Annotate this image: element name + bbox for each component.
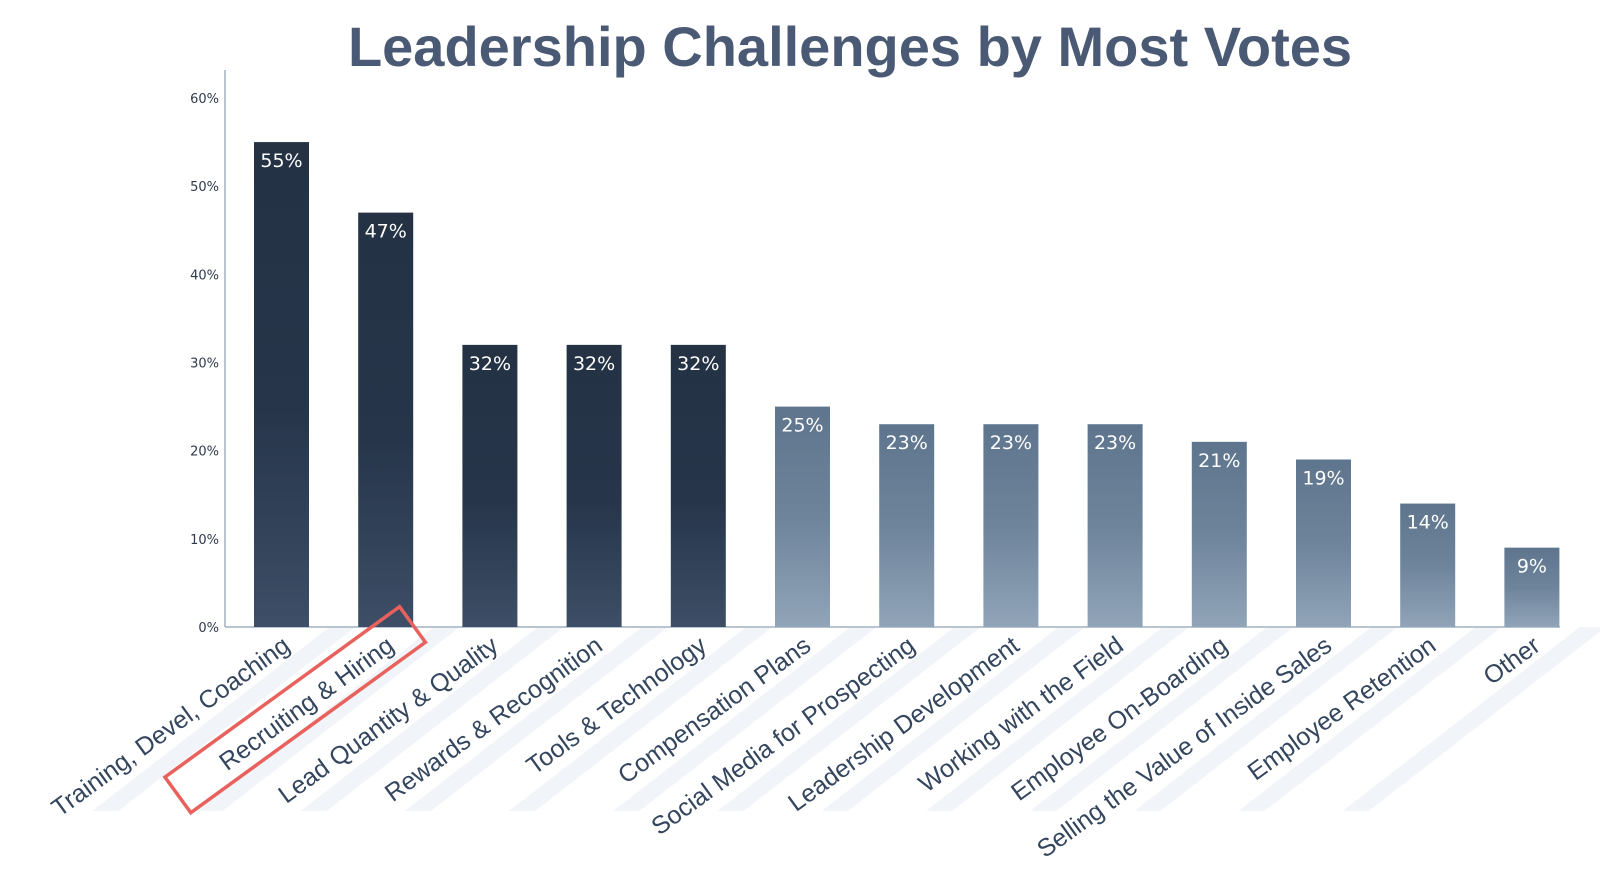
bar xyxy=(775,406,830,627)
bar xyxy=(879,424,935,627)
y-tick-label: 0% xyxy=(198,621,219,636)
bar-value-label: 23% xyxy=(990,432,1032,454)
label-band xyxy=(1030,627,1294,811)
bar-value-label: 14% xyxy=(1407,512,1449,534)
bar xyxy=(566,344,622,627)
y-tick-label: 10% xyxy=(190,533,219,548)
label-band xyxy=(509,627,773,811)
bar xyxy=(1296,459,1351,627)
bar-value-label: 21% xyxy=(1198,450,1240,472)
y-tick-label: 50% xyxy=(190,180,219,195)
bar-value-label: 47% xyxy=(365,221,407,243)
bar-value-label: 32% xyxy=(677,353,719,375)
highlight-rectangle xyxy=(162,604,428,816)
bar xyxy=(1400,503,1456,627)
bar xyxy=(358,212,414,627)
label-band xyxy=(300,627,564,811)
category-label-bands xyxy=(92,627,1600,811)
bar xyxy=(983,424,1039,627)
bars: 55% 47% 32% 32% 32% 25% 23% 23% 23% 21% 19% 14% 9% xyxy=(254,142,1560,628)
bar xyxy=(462,344,518,627)
bar-value-label: 23% xyxy=(1094,432,1136,454)
bar-value-label: 9% xyxy=(1517,556,1547,578)
label-band xyxy=(1238,627,1502,811)
bar xyxy=(1087,424,1143,627)
highlight-box xyxy=(162,604,428,816)
label-band xyxy=(821,627,1085,811)
label-band xyxy=(405,627,669,811)
y-tick-label: 30% xyxy=(190,357,219,372)
chart-title: Leadership Challenges by Most Votes xyxy=(348,15,1352,78)
label-band xyxy=(717,627,981,811)
bar-value-label: 32% xyxy=(469,353,511,375)
label-band xyxy=(613,627,877,811)
label-band xyxy=(1342,627,1600,811)
bar xyxy=(1504,547,1560,627)
bar xyxy=(254,142,309,628)
y-tick-label: 20% xyxy=(190,445,219,460)
bar-value-label: 55% xyxy=(260,150,302,172)
bar xyxy=(670,344,726,627)
bar-value-label: 25% xyxy=(781,415,823,437)
label-band xyxy=(926,627,1190,811)
label-band xyxy=(196,627,460,811)
bar-value-label: 19% xyxy=(1302,467,1344,489)
label-band xyxy=(92,627,356,811)
bar-value-label: 32% xyxy=(573,353,615,375)
y-tick-label: 60% xyxy=(190,92,219,107)
bar-value-label: 23% xyxy=(886,432,928,454)
bar xyxy=(1191,441,1247,627)
y-tick-label: 40% xyxy=(190,268,219,283)
label-band xyxy=(1134,627,1398,811)
